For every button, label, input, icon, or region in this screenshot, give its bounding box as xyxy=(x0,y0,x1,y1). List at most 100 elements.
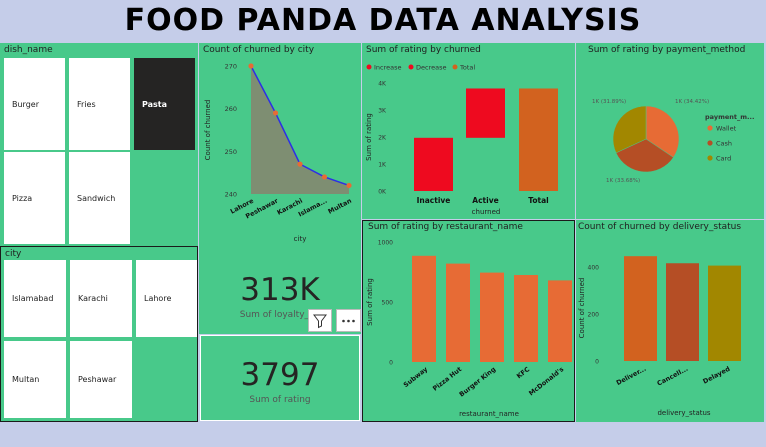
bar xyxy=(466,88,505,138)
x-tick-label: Cancell... xyxy=(656,365,690,388)
bar xyxy=(666,263,699,361)
x-tick-label: Multan xyxy=(327,197,354,216)
x-tick-label: Burger King xyxy=(458,365,498,399)
loyalty-label: Sum of loyalty_po xyxy=(239,310,321,320)
legend-label: Cash xyxy=(716,140,732,148)
more-options-icon[interactable] xyxy=(336,309,361,332)
x-tick-label: Deliver... xyxy=(615,365,648,387)
dish-tile-sandwich[interactable]: Sandwich xyxy=(69,152,130,244)
city-tile-islamabad[interactable]: Islamabad xyxy=(4,260,66,337)
x-axis-label: city xyxy=(294,235,307,243)
area-fill xyxy=(251,66,349,194)
y-tick-label: 0 xyxy=(389,360,393,367)
data-point xyxy=(272,110,279,116)
y-tick-label: 500 xyxy=(382,300,394,307)
city-slicer-title: city xyxy=(5,249,22,259)
pie-chart-svg: 1K (34.42%) 1K (33.68%) 1K (31.89%) payment… xyxy=(592,99,754,184)
restaurant-bar-svg: 0 500 1000 Sum of rating Subway Pizza HutBurg… xyxy=(366,240,572,418)
legend-marker xyxy=(366,64,372,70)
y-tick-label: 200 xyxy=(588,311,600,318)
rating-by-payment-chart[interactable]: Sum of rating by payment_method 1K (34.4… xyxy=(576,43,764,219)
y-tick-label: 4K xyxy=(378,81,387,88)
x-tick-label: Delayed xyxy=(702,365,732,386)
x-tick-label: McDonald's xyxy=(527,365,565,397)
bar xyxy=(412,255,436,362)
slice-label: 1K (33.68%) xyxy=(606,178,640,184)
y-tick-label: 240 xyxy=(225,191,237,199)
bottom-bar xyxy=(0,427,766,447)
x-tick-label: KFC xyxy=(515,365,531,380)
city-tile-karachi[interactable]: Karachi xyxy=(70,260,132,337)
legend-marker xyxy=(452,64,458,70)
slice-label: 1K (31.89%) xyxy=(592,99,626,105)
bar xyxy=(624,256,657,361)
x-axis-label: restaurant_name xyxy=(459,410,519,418)
x-tick-label: Pizza Hut xyxy=(431,365,463,392)
dish-slicer-title: dish_name xyxy=(4,45,53,55)
bar xyxy=(519,88,558,191)
dish-tile-pasta[interactable]: Pasta xyxy=(134,58,195,150)
legend-label: Wallet xyxy=(716,125,737,133)
rating-card[interactable]: 3797 Sum of rating xyxy=(200,335,360,421)
legend-marker xyxy=(707,155,713,161)
y-tick-label: 2K xyxy=(378,135,387,142)
city-tile-multan[interactable]: Multan xyxy=(4,341,66,418)
y-tick-label: 400 xyxy=(588,264,600,271)
x-tick-label: Subway xyxy=(402,365,430,389)
chart-title: Count of churned by city xyxy=(203,45,315,55)
bar xyxy=(446,263,470,362)
city-tile-peshawar[interactable]: Peshawar xyxy=(70,341,132,418)
x-tick-label: Inactive xyxy=(417,196,451,205)
chart-title: Sum of rating by payment_method xyxy=(588,45,746,55)
waterfall-chart-svg: Increase Decrease Total 0K 1K 2K 3K 4K Sum of ra… xyxy=(365,64,558,216)
data-point xyxy=(297,161,303,167)
y-tick-label: 250 xyxy=(225,148,237,156)
legend-label: Total xyxy=(459,64,475,72)
loyalty-card[interactable]: 313K Sum of loyalty_po xyxy=(199,246,361,334)
churned-by-delivery-chart[interactable]: Count of churned by delivery_status 0 200… xyxy=(576,220,764,422)
legend-marker xyxy=(408,64,414,70)
bar xyxy=(514,275,538,362)
rating-label: Sum of rating xyxy=(249,395,311,405)
slice-label: 1K (34.42%) xyxy=(675,99,709,105)
x-tick-label: Active xyxy=(472,196,498,205)
rating-by-restaurant-chart[interactable]: Sum of rating by restaurant_name 0 500 100… xyxy=(362,220,575,422)
bar xyxy=(708,265,741,361)
legend-label: Decrease xyxy=(416,64,446,72)
churned-by-city-chart[interactable]: Count of churned by city 240 250 260 270 Cou… xyxy=(199,43,361,246)
y-tick-label: 3K xyxy=(378,108,387,115)
data-point xyxy=(321,174,328,180)
y-tick-label: 260 xyxy=(225,105,237,113)
bar xyxy=(414,137,453,191)
dish-tile-burger[interactable]: Burger xyxy=(4,58,65,150)
loyalty-value: 313K xyxy=(240,272,320,308)
y-tick-label: 0K xyxy=(378,189,387,196)
y-axis-label: Sum of rating xyxy=(366,278,374,326)
x-axis-label: delivery_status xyxy=(657,409,710,417)
y-tick-label: 270 xyxy=(225,63,237,71)
y-tick-label: 1000 xyxy=(378,240,393,247)
chart-title: Sum of rating by restaurant_name xyxy=(368,222,523,232)
y-axis-label: Count of churned xyxy=(578,278,586,339)
y-tick-label: 0 xyxy=(595,359,599,366)
legend-label: Card xyxy=(716,155,731,163)
filter-icon[interactable] xyxy=(308,309,332,332)
dish-tile-pizza[interactable]: Pizza xyxy=(4,152,65,244)
pie-slice xyxy=(612,105,647,154)
data-point xyxy=(248,63,254,69)
x-tick-label: Total xyxy=(528,196,549,205)
dish-name-slicer: dish_name Burger Fries Pasta Pizza Sandw… xyxy=(0,43,198,246)
y-axis-label: Sum of rating xyxy=(365,113,373,161)
rating-value: 3797 xyxy=(240,357,320,393)
chart-title: Sum of rating by churned xyxy=(366,45,481,55)
x-axis-label: churned xyxy=(472,208,501,216)
rating-by-churned-chart[interactable]: Sum of rating by churned Increase Decreas… xyxy=(362,43,575,219)
bar xyxy=(548,280,572,362)
dish-tile-fries[interactable]: Fries xyxy=(69,58,130,150)
y-tick-label: 1K xyxy=(378,162,387,169)
pie-slice xyxy=(645,105,680,158)
city-tile-lahore[interactable]: Lahore xyxy=(136,260,197,337)
chart-title: Count of churned by delivery_status xyxy=(578,222,742,232)
